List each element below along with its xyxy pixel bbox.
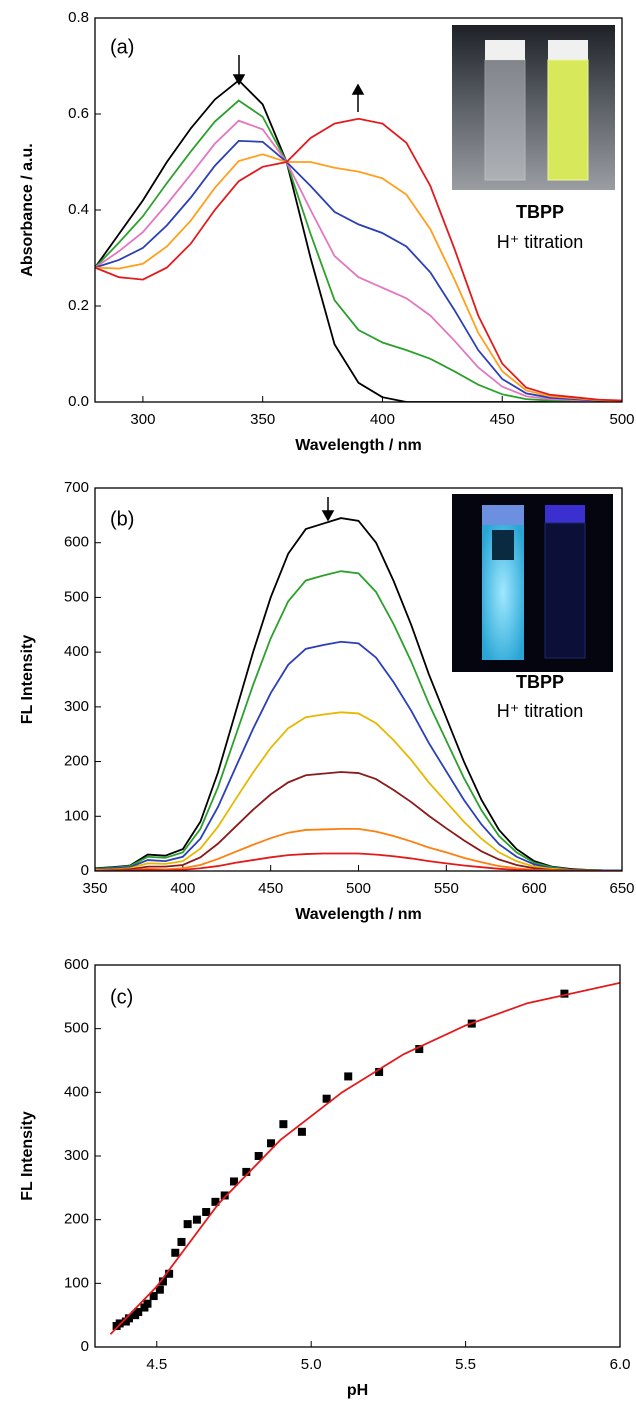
x-tick-label: 6.0 — [610, 1356, 631, 1373]
data-point — [242, 1167, 251, 1176]
x-tick-label: 500 — [609, 411, 634, 428]
x-axis-label: Wavelength / nm — [295, 906, 422, 923]
x-tick-label: 500 — [346, 880, 371, 897]
y-tick-label: 0.2 — [68, 297, 89, 314]
y-tick-label: 100 — [64, 1274, 89, 1291]
data-point — [267, 1139, 276, 1148]
panel-label: (c) — [110, 986, 133, 1008]
data-line — [95, 99, 622, 402]
x-tick-label: 300 — [130, 411, 155, 428]
data-point — [134, 1307, 143, 1316]
y-tick-label: 600 — [64, 956, 89, 973]
y-tick-label: 0.0 — [68, 393, 89, 410]
data-point — [143, 1299, 152, 1308]
data-point — [155, 1285, 164, 1294]
data-point — [220, 1191, 229, 1200]
x-tick-label: 350 — [82, 880, 107, 897]
inset-photo-a — [452, 25, 615, 190]
y-tick-label: 100 — [64, 807, 89, 824]
x-axis-label: Wavelength / nm — [295, 437, 422, 454]
y-tick-label: 200 — [64, 753, 89, 770]
x-tick-label: 650 — [609, 880, 634, 897]
data-point — [229, 1177, 238, 1186]
y-tick-label: 600 — [64, 534, 89, 551]
inset-title: TBPP — [516, 202, 564, 222]
data-line — [109, 981, 620, 1335]
data-point — [171, 1248, 180, 1257]
plot-frame — [94, 487, 623, 872]
x-tick-label: 400 — [370, 411, 395, 428]
data-point — [322, 1094, 331, 1103]
y-axis-label: Absorbance / a.u. — [19, 143, 36, 276]
x-tick-label: 350 — [250, 411, 275, 428]
y-tick-label: 0.4 — [68, 201, 89, 218]
y-tick-label: 500 — [64, 1020, 89, 1037]
inset-subtitle: H⁺ titration — [497, 232, 584, 252]
data-point — [183, 1220, 192, 1229]
y-tick-label: 200 — [64, 1211, 89, 1228]
x-tick-label: 5.5 — [455, 1356, 476, 1373]
data-point — [165, 1269, 174, 1278]
data-point — [158, 1277, 167, 1286]
y-tick-label: 400 — [64, 1083, 89, 1100]
x-tick-label: 550 — [434, 880, 459, 897]
y-tick-label: 700 — [64, 479, 89, 496]
x-tick-label: 5.0 — [301, 1356, 322, 1373]
data-point — [211, 1197, 220, 1206]
x-axis-label: pH — [347, 1382, 368, 1399]
y-tick-label: 500 — [64, 588, 89, 605]
data-point — [202, 1208, 211, 1217]
data-line — [95, 570, 622, 871]
data-line — [95, 117, 622, 402]
y-tick-label: 0 — [81, 1338, 89, 1355]
data-point — [192, 1215, 201, 1224]
inset-photo-b — [452, 494, 613, 672]
x-tick-label: 450 — [490, 411, 515, 428]
data-line — [95, 771, 622, 871]
x-tick-label: 4.5 — [146, 1356, 167, 1373]
inset-subtitle: H⁺ titration — [497, 701, 584, 721]
data-line — [95, 517, 622, 871]
y-tick-label: 0.6 — [68, 105, 89, 122]
data-point — [297, 1127, 306, 1136]
x-tick-label: 400 — [170, 880, 195, 897]
y-tick-label: 0.8 — [68, 9, 89, 26]
x-tick-label: 450 — [258, 880, 283, 897]
y-axis-label: FL Intensity — [19, 635, 36, 725]
data-point — [415, 1045, 424, 1054]
panel-label: (b) — [110, 508, 134, 530]
data-point — [124, 1314, 133, 1323]
data-point — [279, 1120, 288, 1129]
y-tick-label: 300 — [64, 698, 89, 715]
panel-label: (a) — [110, 36, 134, 58]
data-line — [95, 119, 622, 402]
y-tick-label: 300 — [64, 1147, 89, 1164]
data-point — [344, 1072, 353, 1081]
inset-title: TBPP — [516, 672, 564, 692]
data-point — [254, 1152, 263, 1160]
data-point — [560, 989, 569, 998]
data-line — [95, 640, 622, 871]
data-line — [95, 153, 622, 402]
y-axis-label: FL Intensity — [19, 1111, 36, 1201]
y-tick-label: 400 — [64, 643, 89, 660]
data-line — [95, 711, 622, 871]
data-point — [149, 1292, 158, 1301]
data-point — [177, 1237, 186, 1246]
data-line — [95, 79, 622, 402]
x-tick-label: 600 — [522, 880, 547, 897]
plot-frame — [94, 17, 623, 403]
data-line — [95, 139, 622, 402]
plot-frame — [94, 964, 621, 1348]
y-tick-label: 0 — [81, 862, 89, 879]
data-point — [375, 1067, 384, 1076]
